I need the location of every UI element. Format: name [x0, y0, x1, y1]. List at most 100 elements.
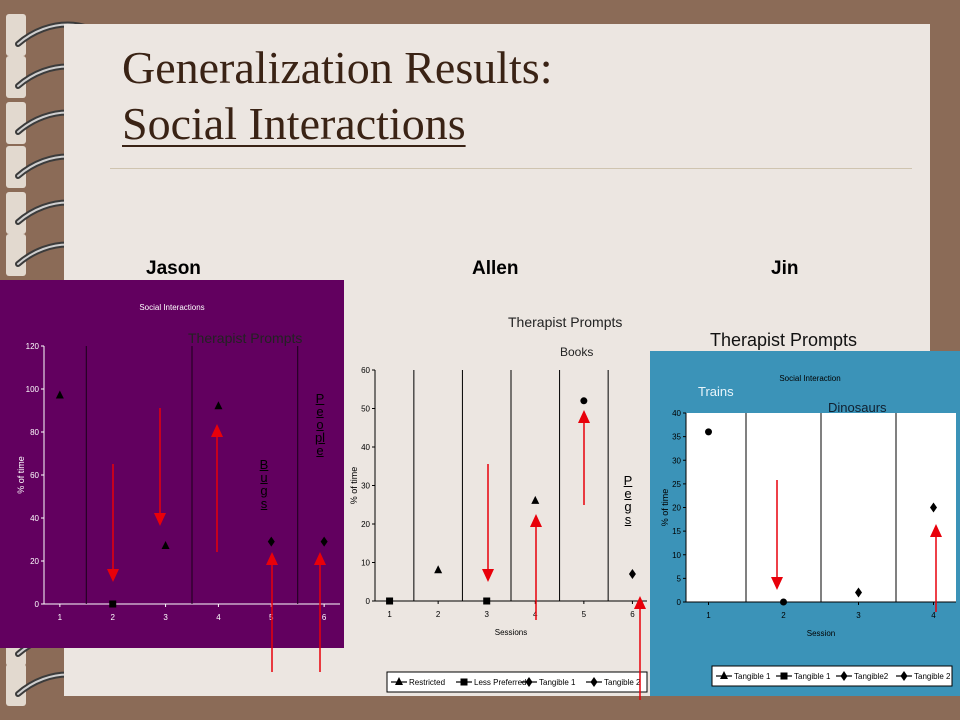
allen-therapist-prompts-label: Therapist Prompts	[508, 314, 623, 330]
binding-ring-page-edge	[6, 192, 26, 234]
jason-therapist-prompts-label: Therapist Prompts	[188, 330, 303, 346]
jin-y-tick-label: 5	[677, 574, 682, 583]
allen-chart: 0 10 20 30 40 50 60 1 2 3 4 5 6 % of time Sessions Rest…	[349, 366, 648, 693]
slide-title: Generalization Results: Social Interacti…	[122, 40, 553, 152]
jin-x-axis-label: Session	[807, 629, 835, 638]
jin-legend-entry: Tangible 2	[914, 672, 951, 681]
jin-data-point	[780, 598, 787, 606]
jin-chart: 0 5 10 15 20 25 30 35 40 1 2 3 4 Social Interaction % …	[660, 374, 956, 687]
jin-trains-label: Trains	[698, 384, 734, 399]
jason-y-tick-label: 120	[26, 342, 40, 351]
jin-legend-marker	[780, 672, 788, 680]
jin-legend-marker	[720, 671, 728, 679]
jason-people-label-1: People	[314, 391, 326, 458]
jason-y-tick-label: 0	[35, 600, 40, 609]
jin-data-point	[930, 502, 937, 513]
binding-ring-page-edge	[6, 146, 26, 188]
jin-legend-entry: Tangible 1	[794, 672, 831, 681]
allen-legend-entry: Tangible 1	[539, 678, 576, 687]
jin-y-tick-label: 25	[672, 480, 681, 489]
jason-x-tick-label: 6	[322, 613, 327, 622]
allen-x-tick-label: 3	[484, 610, 489, 619]
jin-y-tick-label: 20	[672, 504, 681, 513]
jin-y-tick-label: 10	[672, 551, 681, 560]
allen-pegs-label: Pegs	[623, 473, 633, 527]
jin-legend-box	[711, 665, 953, 687]
participant-name-jason: Jason	[146, 258, 201, 279]
participant-name-allen: Allen	[472, 258, 519, 279]
binding-ring-page-edge	[6, 102, 26, 144]
jin-legend-entry: Tangible2	[854, 672, 889, 681]
jason-y-axis-label: % of time	[16, 456, 26, 494]
jason-y-tick-label: 60	[30, 471, 39, 480]
allen-x-tick-label: 1	[387, 610, 392, 619]
allen-legend-marker	[590, 677, 598, 687]
allen-y-tick-label: 60	[361, 366, 370, 375]
allen-y-tick-label: 20	[361, 520, 370, 529]
jason-bugs-label: Bugs	[259, 457, 269, 511]
allen-x-tick-label: 6	[630, 610, 635, 619]
binding-ring-page-edge	[6, 56, 26, 98]
allen-y-tick-label: 10	[361, 559, 370, 568]
allen-y-tick-label: 0	[366, 597, 371, 606]
binding-ring-page-edge	[6, 234, 26, 276]
jason-data-point	[214, 401, 223, 410]
jason-data-point	[55, 390, 64, 399]
allen-x-tick-label: 5	[582, 610, 587, 619]
title-line-1: Generalization Results:	[122, 42, 553, 93]
jin-x-tick-label: 3	[856, 611, 861, 620]
allen-legend-entry: Restricted	[409, 678, 445, 687]
allen-data-point	[386, 597, 394, 605]
jason-data-point	[161, 540, 170, 549]
jason-y-tick-label: 80	[30, 428, 39, 437]
jin-x-tick-label: 4	[931, 611, 936, 620]
jason-x-tick-label: 3	[163, 613, 168, 622]
allen-x-tick-label: 4	[533, 610, 538, 619]
jin-dinosaurs-label: Dinosaurs	[828, 400, 887, 415]
jin-legend-marker	[900, 671, 908, 681]
allen-x-tick-label: 2	[436, 610, 441, 619]
binding-ring-page-edge	[6, 664, 26, 706]
participant-name-jin: Jin	[771, 258, 799, 279]
jin-y-tick-label: 40	[672, 409, 681, 418]
jin-data-point	[855, 587, 862, 598]
jason-x-tick-label: 1	[58, 613, 63, 622]
allen-legend-entry: Less Preferred	[474, 678, 526, 687]
jason-chart-title: Social Interactions	[139, 303, 204, 312]
jason-x-tick-label: 2	[110, 613, 115, 622]
allen-data-point	[531, 495, 540, 504]
jin-chart-panel: 0 5 10 15 20 25 30 35 40 1 2 3 4 Social Interaction % …	[650, 351, 960, 696]
jason-x-tick-label: 4	[216, 613, 221, 622]
jin-x-tick-label: 2	[781, 611, 786, 620]
jason-data-point	[267, 536, 275, 547]
jin-chart-title: Social Interaction	[779, 374, 840, 383]
allen-data-point	[434, 565, 443, 574]
jin-therapist-prompts-label: Therapist Prompts	[710, 330, 858, 350]
jin-y-tick-label: 15	[672, 527, 681, 536]
allen-y-tick-label: 30	[361, 482, 370, 491]
jin-y-tick-label: 35	[672, 433, 681, 442]
allen-y-tick-label: 40	[361, 443, 370, 452]
allen-legend-marker	[460, 678, 468, 686]
allen-chart-panel: 0 10 20 30 40 50 60 1 2 3 4 5 6 % of time Sessions Rest…	[345, 355, 650, 695]
title-line-2: Social Interactions	[122, 98, 466, 149]
allen-books-label: Books	[560, 345, 594, 359]
jason-chart-panel: 0 20 40 60 80 100 120 1 2 3 4 5 6 Social Interactions…	[0, 280, 344, 648]
jason-x-tick-label: 5	[269, 613, 274, 622]
jason-y-tick-label: 40	[30, 514, 39, 523]
allen-data-point	[483, 597, 491, 605]
allen-data-point	[580, 397, 588, 405]
allen-x-axis-label: Sessions	[495, 628, 527, 637]
jason-data-point	[109, 600, 117, 608]
jin-y-tick-label: 0	[677, 598, 682, 607]
jin-legend-entry: Tangible 1	[734, 672, 771, 681]
allen-legend-entry: Tangible 2	[604, 678, 641, 687]
allen-legend-box	[386, 671, 648, 693]
jin-y-tick-label: 30	[672, 456, 681, 465]
jin-x-tick-label: 1	[706, 611, 711, 620]
jin-legend-marker	[840, 671, 848, 681]
title-divider	[110, 168, 912, 169]
jason-y-tick-label: 20	[30, 557, 39, 566]
jason-data-point	[320, 536, 328, 547]
jason-y-tick-label: 100	[26, 385, 40, 394]
